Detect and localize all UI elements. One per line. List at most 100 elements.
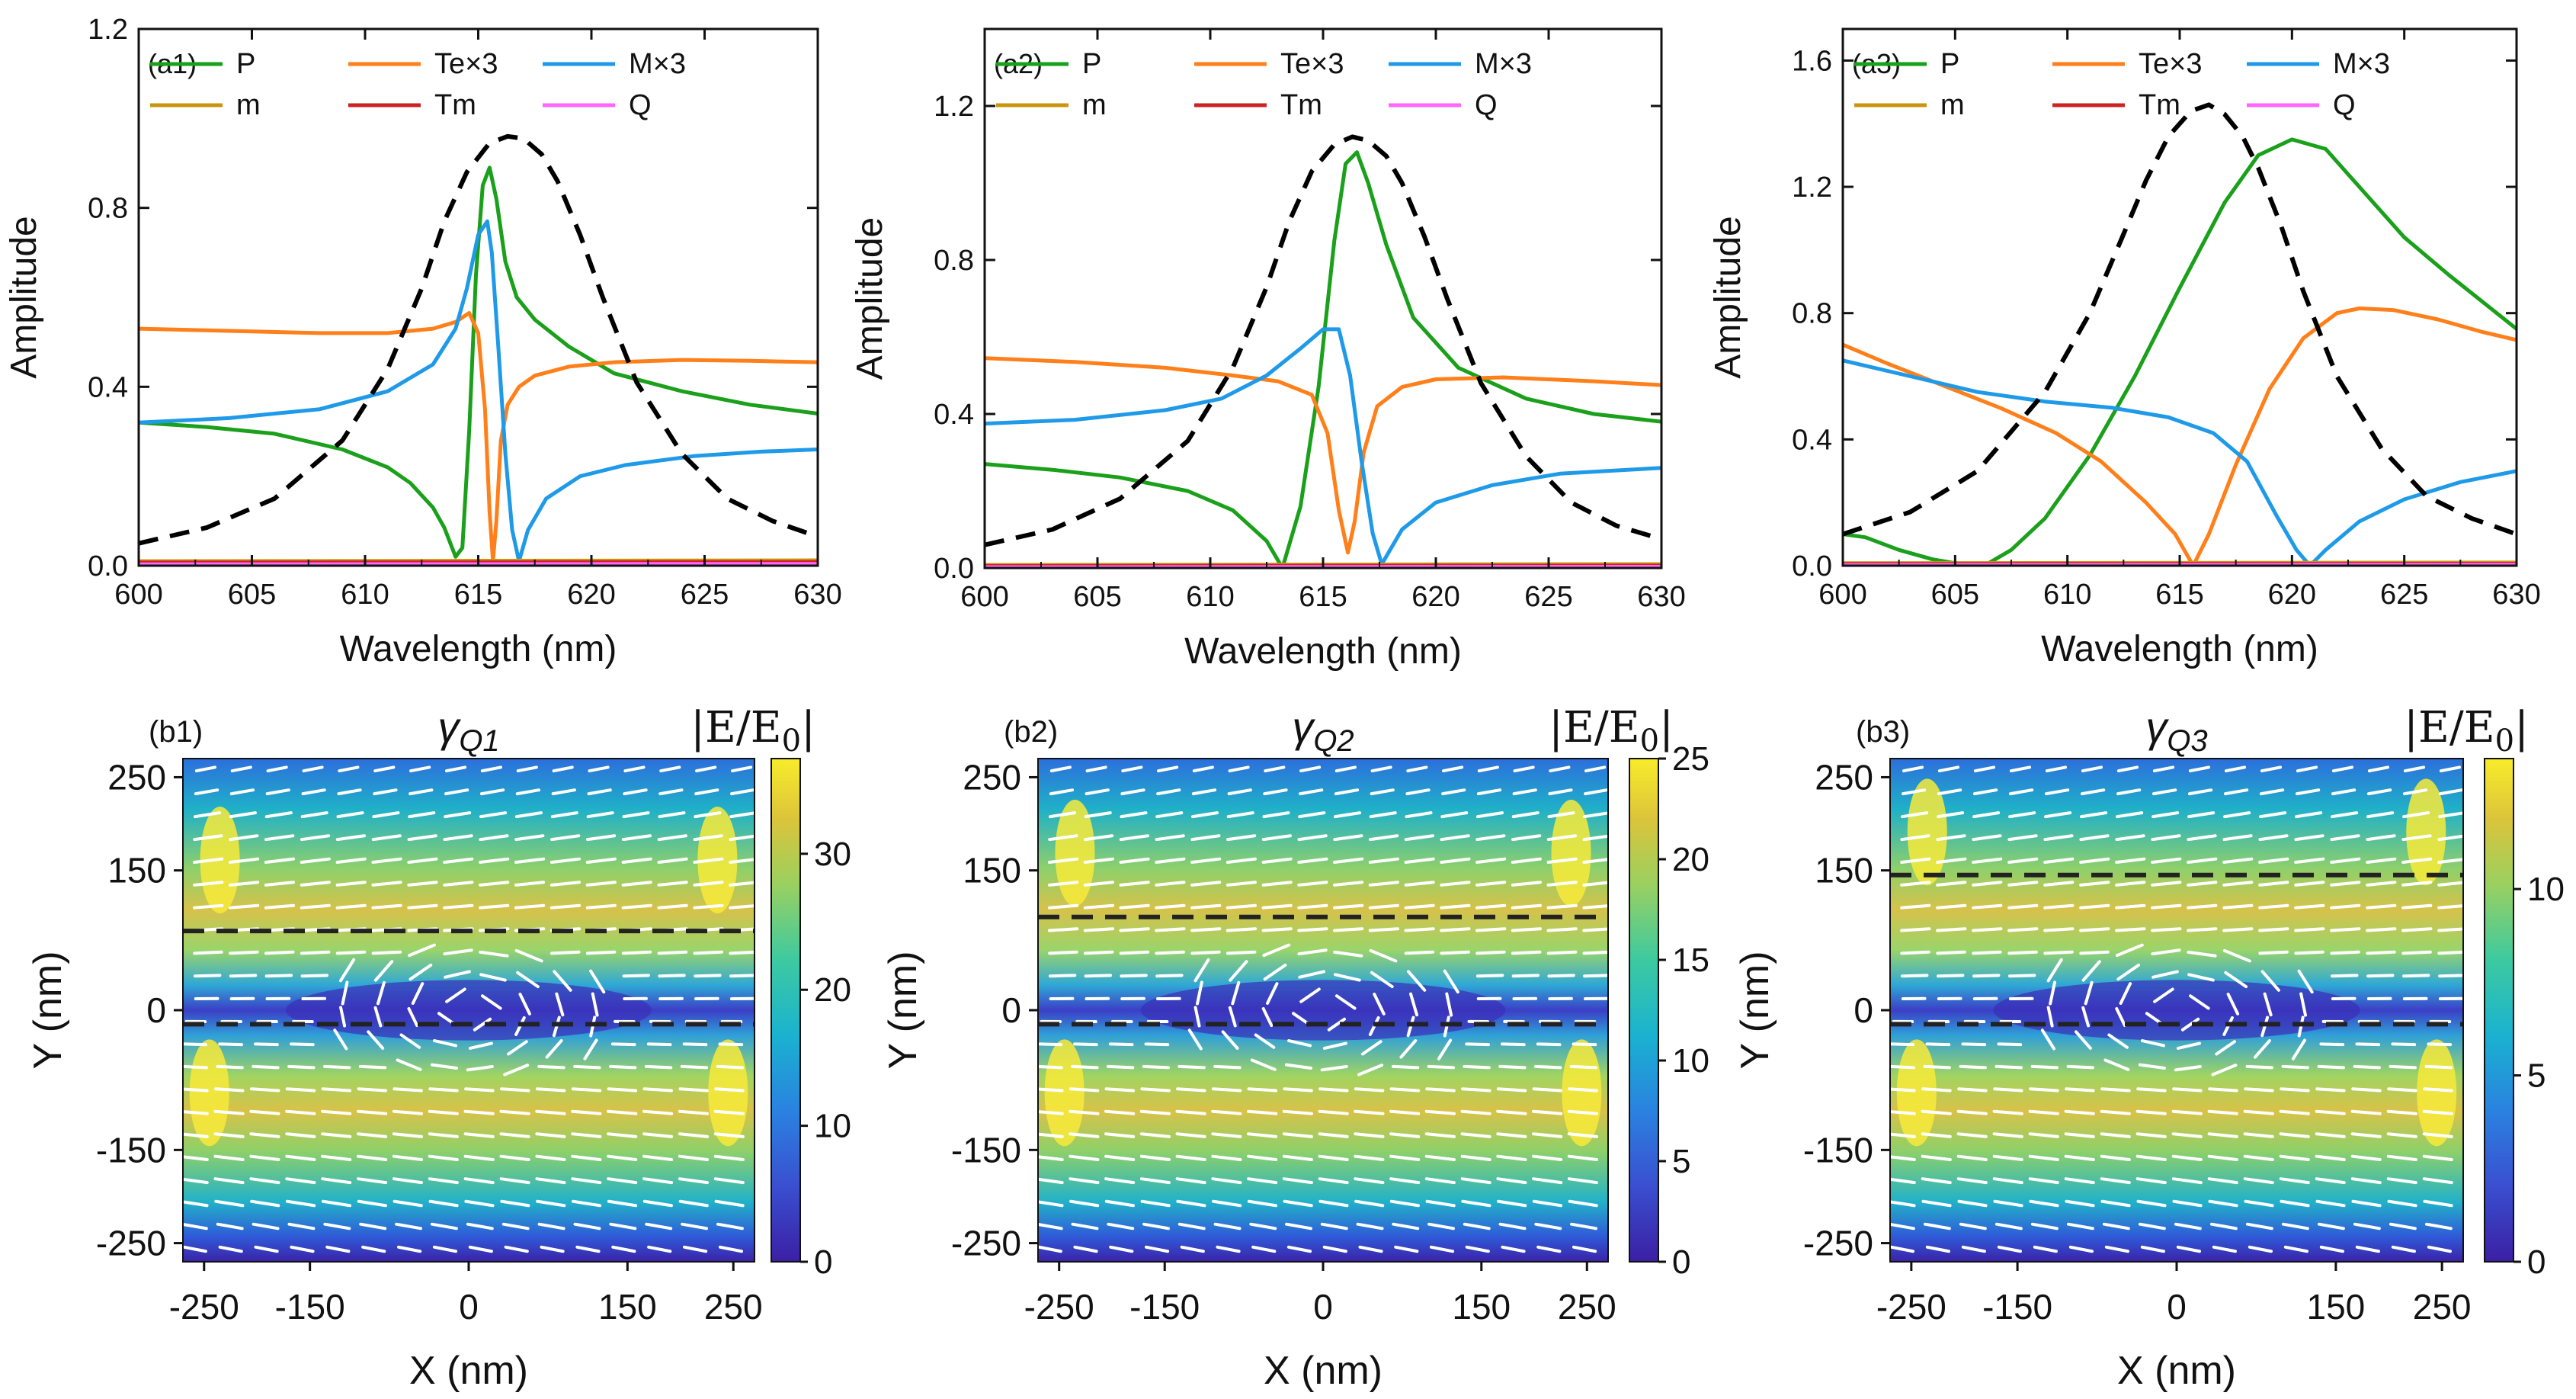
- field-arrow: [1546, 903, 1578, 910]
- field-arrow: [1921, 1154, 1952, 1161]
- field-arrow: [361, 1245, 386, 1253]
- field-arrow: [1196, 980, 1203, 1006]
- field-arrow: [1513, 765, 1535, 773]
- field-arrow: [2423, 1087, 2453, 1093]
- field-arrow: [549, 950, 581, 955]
- y-tick-label: 0: [146, 990, 166, 1030]
- field-arrow: [2207, 1132, 2238, 1138]
- y-axis-label: Amplitude: [1708, 216, 1748, 378]
- field-arrow: [499, 1177, 530, 1185]
- field-arrow: [2140, 1245, 2165, 1253]
- field-arrow: [408, 943, 436, 958]
- field-arrow: [2295, 788, 2321, 796]
- map-title-main: γ: [437, 703, 461, 751]
- field-arrow: [642, 1177, 674, 1185]
- field-arrow: [2151, 788, 2177, 796]
- field-arrow: [1282, 1132, 1313, 1138]
- field-arrow: [586, 811, 614, 819]
- map-title: γQ1: [437, 703, 499, 758]
- series-line-Te: [139, 311, 818, 563]
- field-arrow: [1936, 927, 1967, 932]
- field-arrow: [1069, 1154, 1100, 1161]
- field-arrow: [300, 811, 328, 819]
- x-tick-label: 630: [1637, 581, 1685, 613]
- field-arrow: [1925, 1245, 1950, 1253]
- field-arrow: [1084, 974, 1113, 978]
- x-tick-label: -250: [169, 1287, 239, 1327]
- field-hotspot: [2417, 1039, 2457, 1147]
- field-arrow: [2401, 927, 2433, 932]
- field-arrow: [333, 1028, 348, 1051]
- field-arrow: [1406, 1016, 1415, 1038]
- field-arrow: [2068, 1245, 2094, 1253]
- x-tick-label: 615: [1299, 581, 1347, 613]
- field-arrow: [1997, 1245, 2022, 1253]
- field-arrow: [1406, 970, 1427, 992]
- field-arrow: [463, 1132, 495, 1138]
- x-axis-label: X (nm): [2117, 1349, 2236, 1393]
- field-arrow: [2174, 1064, 2202, 1072]
- field-arrow: [1107, 1222, 1135, 1231]
- field-arrow: [300, 974, 329, 978]
- field-arrow: [588, 765, 610, 773]
- field-arrow: [371, 834, 402, 842]
- x-axis-label: X (nm): [1264, 1349, 1383, 1393]
- field-arrow: [2438, 974, 2463, 978]
- field-arrow: [183, 1177, 209, 1185]
- field-arrow: [1973, 765, 1996, 773]
- field-arrow: [1511, 903, 1543, 910]
- y-tick-label: 150: [963, 851, 1021, 890]
- field-arrow: [1140, 1199, 1171, 1208]
- y-tick-label: 1.6: [1792, 45, 1832, 77]
- field-arrow: [2207, 1154, 2238, 1161]
- field-arrow: [443, 903, 474, 910]
- field-arrow: [2279, 1154, 2310, 1161]
- field-arrow: [1297, 857, 1328, 864]
- field-arrow: [678, 1154, 710, 1161]
- field-arrow: [718, 1245, 744, 1253]
- field-arrow: [1368, 903, 1400, 910]
- field-arrow: [1404, 857, 1435, 864]
- y-tick-label: -250: [96, 1224, 166, 1263]
- y-tick-label: 0.8: [1792, 298, 1832, 330]
- field-arrow: [444, 765, 467, 773]
- field-arrow: [2064, 1109, 2095, 1115]
- colorbar-label-close: |: [801, 703, 815, 752]
- field-arrow: [1512, 788, 1537, 796]
- y-tick-label: -150: [951, 1130, 1021, 1170]
- field-arrow: [2350, 1154, 2382, 1161]
- field-arrow: [1073, 1245, 1098, 1253]
- field-arrow: [609, 1222, 637, 1231]
- field-arrow: [2366, 811, 2395, 819]
- field-arrow: [1069, 1177, 1100, 1185]
- field-arrow: [1212, 1199, 1242, 1208]
- field-arrow: [1465, 1245, 1490, 1253]
- field-arrow: [1299, 987, 1321, 1003]
- field-arrow: [2295, 811, 2323, 819]
- field-arrow: [1496, 1154, 1527, 1161]
- field-arrow: [658, 811, 686, 819]
- field-arrow: [1318, 1199, 1349, 1208]
- field-arrow: [693, 950, 724, 955]
- field-arrow: [2351, 1087, 2382, 1093]
- field-arrow: [2065, 1199, 2095, 1208]
- field-arrow: [428, 1087, 459, 1093]
- y-axis-label: Y (nm): [26, 951, 70, 1069]
- field-arrow: [183, 1200, 209, 1208]
- field-arrow: [341, 980, 349, 1006]
- field-arrow: [2188, 765, 2211, 773]
- field-arrow: [622, 974, 650, 978]
- field-arrow: [373, 765, 396, 773]
- field-arrow: [535, 1109, 566, 1115]
- field-arrow: [264, 881, 296, 887]
- field-arrow: [1900, 903, 1931, 910]
- field-arrow: [356, 1109, 388, 1115]
- field-arrow: [2391, 1245, 2416, 1253]
- field-arrow: [500, 1087, 530, 1093]
- field-arrow: [1368, 881, 1399, 887]
- panel-a2: 600 605 610 615 620 625 630 0.0 0.4 0.8 1.2 Wavelen…: [850, 27, 1686, 672]
- field-arrow: [1104, 1177, 1136, 1185]
- field-arrow: [2366, 881, 2397, 887]
- y-tick-label: -250: [1803, 1224, 1873, 1263]
- field-arrow: [2330, 903, 2361, 910]
